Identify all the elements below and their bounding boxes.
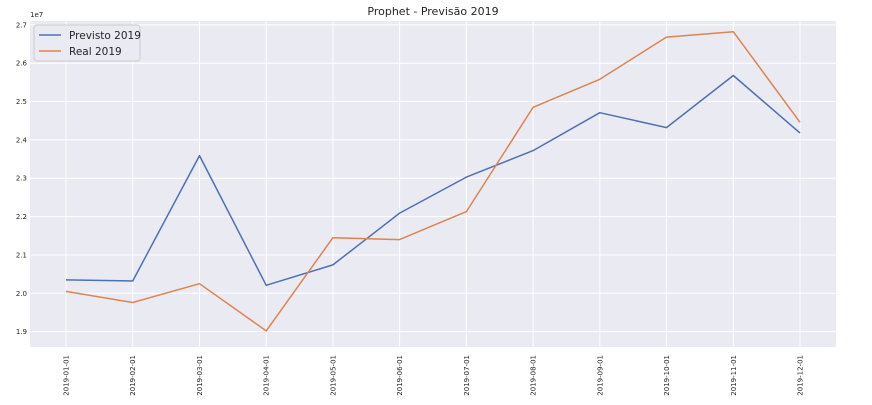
x-tick-label: 2019-09-01 bbox=[596, 355, 604, 396]
y-offset-label: 1e7 bbox=[30, 11, 43, 19]
series-line-0 bbox=[65, 74, 801, 287]
plot-area bbox=[30, 21, 836, 347]
y-tick-label: 2.6 bbox=[16, 60, 28, 68]
x-tick-label: 2019-07-01 bbox=[463, 355, 471, 396]
chart-title: Prophet - Previsão 2019 bbox=[367, 5, 498, 18]
x-axis-ticks: 2019-01-01 2019-02-01 2019-03-01 2019-04-01… bbox=[63, 355, 805, 396]
y-tick-label: 2.5 bbox=[16, 98, 27, 106]
y-tick-label: 1.9 bbox=[16, 328, 27, 336]
y-tick-label: 2.0 bbox=[16, 290, 27, 298]
y-tick-label: 2.7 bbox=[16, 21, 27, 29]
x-tick-label: 2019-12-01 bbox=[797, 355, 805, 396]
x-tick-label: 2019-02-01 bbox=[129, 355, 137, 396]
series-lines bbox=[65, 30, 801, 332]
legend-box bbox=[33, 24, 141, 62]
gridlines bbox=[30, 21, 836, 347]
y-tick-label: 2.2 bbox=[16, 213, 27, 221]
x-tick-label: 2019-03-01 bbox=[196, 355, 204, 396]
legend-label-previsto: Previsto 2019 bbox=[69, 30, 141, 42]
y-tick-label: 2.3 bbox=[16, 175, 27, 183]
legend-label-real: Real 2019 bbox=[69, 46, 122, 58]
x-tick-label: 2019-06-01 bbox=[396, 355, 404, 396]
x-tick-label: 2019-10-01 bbox=[663, 355, 671, 396]
y-axis-ticks: 1.9 2.0 2.1 2.2 2.3 2.4 2.5 2.6 2.7 bbox=[16, 21, 28, 336]
x-tick-label: 2019-08-01 bbox=[530, 355, 538, 396]
y-tick-label: 2.4 bbox=[16, 136, 28, 144]
legend: Previsto 2019 Real 2019 bbox=[33, 24, 141, 62]
x-tick-label: 2019-05-01 bbox=[329, 355, 337, 396]
x-tick-label: 2019-01-01 bbox=[63, 355, 71, 396]
x-tick-label: 2019-04-01 bbox=[263, 355, 271, 396]
x-tick-label: 2019-11-01 bbox=[730, 355, 738, 396]
series-line-1 bbox=[65, 30, 801, 332]
y-tick-label: 2.1 bbox=[16, 251, 27, 259]
